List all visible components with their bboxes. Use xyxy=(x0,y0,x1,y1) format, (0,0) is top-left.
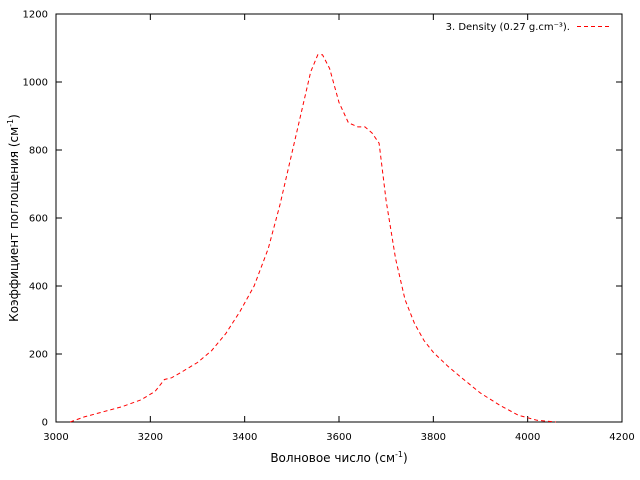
x-tick-label: 3600 xyxy=(326,432,351,443)
x-tick-label: 3800 xyxy=(421,432,446,443)
legend-label: 3. Density (0.27 g.cm⁻³). xyxy=(446,22,570,33)
x-tick-label: 3000 xyxy=(43,432,68,443)
x-tick-label: 4200 xyxy=(609,432,634,443)
y-tick-label: 600 xyxy=(29,214,48,225)
legend: 3. Density (0.27 g.cm⁻³). xyxy=(446,22,610,33)
x-axis: 3000 3200 3400 3600 3800 4000 4200 xyxy=(43,14,635,443)
series-line xyxy=(69,54,557,423)
y-tick-label: 1200 xyxy=(23,10,48,21)
y-tick-label: 400 xyxy=(29,282,48,293)
x-axis-title: Волновое число (см-1) xyxy=(270,450,407,465)
plot-border xyxy=(55,13,623,423)
y-tick-label: 0 xyxy=(42,418,48,429)
x-tick-label: 3400 xyxy=(232,432,257,443)
series-layer xyxy=(69,54,557,423)
y-tick-label: 200 xyxy=(29,350,48,361)
plot-frame xyxy=(55,13,623,423)
y-axis: 0 200 400 600 800 1000 1200 xyxy=(23,10,622,429)
x-tick-label: 4000 xyxy=(515,432,540,443)
y-axis-title: Коэффициент поглощения (см-1) xyxy=(6,114,21,322)
y-tick-label: 800 xyxy=(29,146,48,157)
x-tick-label: 3200 xyxy=(138,432,163,443)
y-tick-label: 1000 xyxy=(23,78,48,89)
